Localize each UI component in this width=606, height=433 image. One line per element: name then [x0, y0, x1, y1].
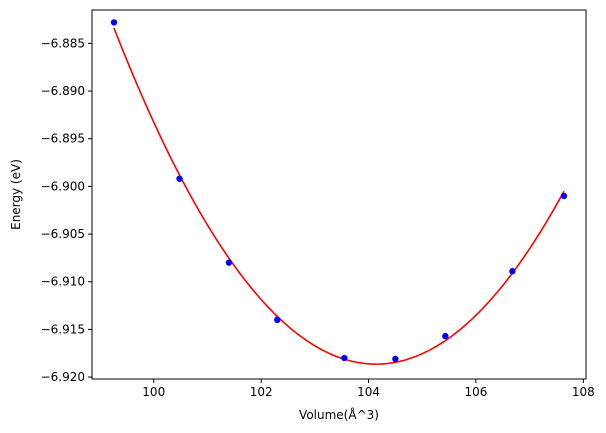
plot-frame: [91, 9, 587, 380]
data-point: [225, 259, 233, 266]
y-tick-label: −6.915: [41, 322, 85, 336]
data-point: [392, 355, 399, 363]
y-tick-label: −6.900: [41, 179, 85, 193]
y-tick-label: −6.895: [41, 132, 85, 146]
fit-curve-layer: [113, 27, 565, 365]
y-axis-ticks: −6.885 −6.890 −6.895 −6.900 −6.905 −6.910 −6.9…: [41, 36, 92, 384]
x-tick-label: 104: [357, 385, 380, 399]
x-tick-label: 108: [572, 385, 595, 399]
y-axis-label: Energy (eV): [9, 159, 23, 230]
data-point: [560, 192, 568, 200]
data-point: [176, 175, 183, 182]
y-tick-label: −6.920: [41, 370, 85, 384]
x-tick-label: 106: [464, 385, 487, 399]
x-tick-label: 102: [250, 385, 273, 399]
x-tick-label: 100: [142, 385, 165, 399]
x-axis-ticks: 100 102 104 106 108: [142, 379, 595, 399]
y-tick-label: −6.910: [41, 275, 85, 289]
y-tick-label: −6.905: [41, 227, 85, 241]
y-tick-label: −6.885: [41, 36, 85, 50]
data-point: [274, 316, 281, 324]
data-point: [110, 19, 118, 26]
data-point: [442, 332, 449, 340]
data-points-layer: [110, 19, 568, 363]
data-point: [341, 354, 348, 362]
y-tick-label: −6.890: [41, 84, 85, 98]
fit-curve: [113, 27, 565, 365]
x-axis-label: Volume(Å^3): [299, 407, 379, 422]
data-point: [509, 268, 516, 275]
